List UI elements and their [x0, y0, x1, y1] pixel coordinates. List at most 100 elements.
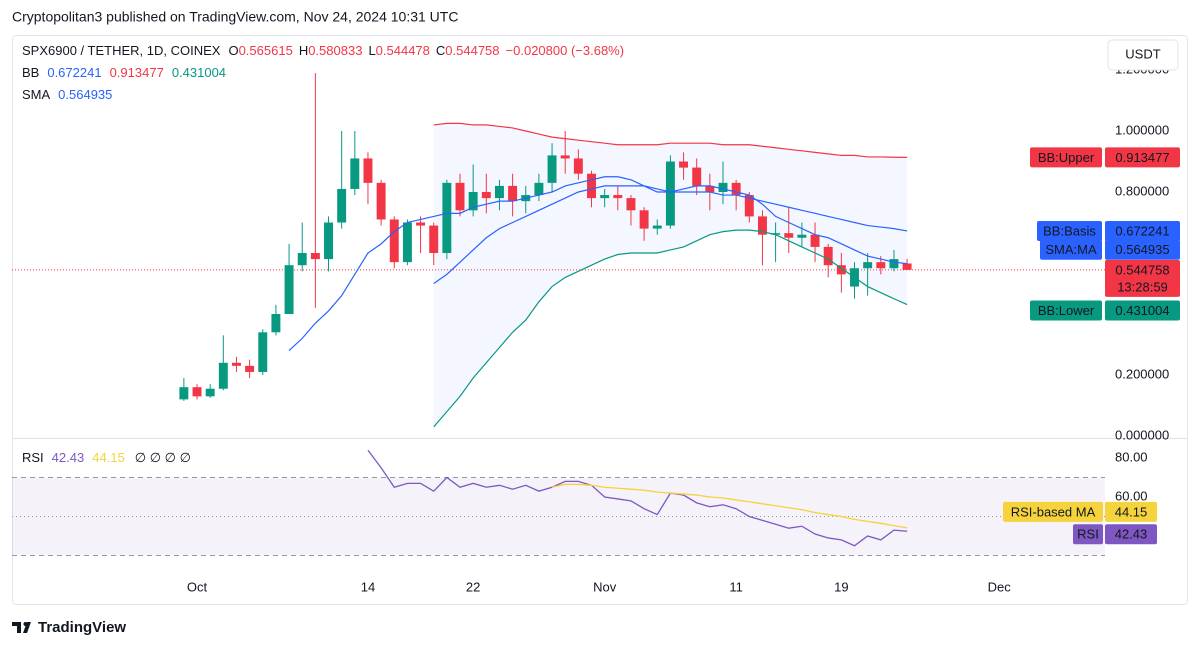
x-tick-label: 14: [361, 579, 375, 594]
y-tick-label: 1.000000: [1115, 122, 1169, 137]
candle-body: [731, 182, 741, 196]
legend-name: SMA: [22, 87, 51, 102]
candle-body: [889, 259, 899, 269]
candle-body: [297, 252, 307, 266]
legend-name: RSI: [22, 450, 44, 465]
rsi-line: [551, 483, 908, 529]
ohlc-label: H: [299, 43, 308, 58]
candle-body: [508, 185, 518, 202]
candle-body: [836, 265, 846, 275]
rsi-band-fill: [12, 477, 1105, 556]
candle-body: [823, 246, 833, 266]
candle-body: [258, 332, 268, 372]
candle-body: [600, 195, 610, 199]
ohlc-value: 0.544758: [445, 43, 499, 58]
legend-value: 44.15: [92, 450, 125, 465]
candle-body: [231, 362, 241, 366]
currency-button[interactable]: [1107, 39, 1179, 71]
legend-extra: ∅ ∅ ∅ ∅: [135, 450, 191, 465]
x-tick-label: 19: [834, 579, 848, 594]
series-badge-value: 0.564935: [1115, 242, 1169, 257]
candle-body: [442, 182, 452, 253]
brand: TradingView: [38, 619, 126, 636]
rsi-line: [367, 449, 908, 547]
rsi-tick-label: 60.00: [1115, 488, 1148, 503]
brand-logo: [12, 622, 31, 633]
change-value: −0.020800 (−3.68%): [506, 43, 625, 58]
candle-body: [744, 195, 754, 217]
ohlc-value: 0.565615: [239, 43, 293, 58]
candle-body: [455, 182, 465, 211]
currency-label[interactable]: USDT: [1125, 46, 1160, 61]
candle-body: [613, 195, 623, 199]
ohlc-value: 0.580833: [308, 43, 362, 58]
y-tick-label: 0.000000: [1115, 427, 1169, 442]
candle-body: [402, 222, 412, 263]
price-badge-box: [1105, 259, 1180, 297]
candle-body: [376, 182, 386, 220]
candle-body: [363, 158, 373, 183]
candle-body: [626, 198, 636, 211]
candle-body: [179, 387, 189, 400]
x-tick-label: Dec: [988, 579, 1012, 594]
chart-frame: [12, 35, 1188, 605]
series-badge-label: BB:Lower: [1038, 303, 1095, 318]
candle-body: [389, 219, 399, 263]
candle-body: [468, 192, 478, 211]
rsi-tick-label: 80.00: [1115, 449, 1148, 464]
x-tick-label: 11: [729, 579, 743, 594]
bb-fill: [433, 123, 908, 427]
ohlc-label: L: [368, 43, 375, 58]
y-tick-label: 0.200000: [1115, 366, 1169, 381]
candle-body: [863, 262, 873, 269]
sma-line: [288, 176, 908, 352]
legend-name: BB: [22, 65, 39, 80]
legend-row: SMA 0.564935: [22, 87, 112, 102]
candle-body: [192, 387, 202, 397]
legend-row: RSI 42.43 44.15 ∅ ∅ ∅ ∅: [22, 450, 191, 465]
legend-value: 0.913477: [110, 65, 164, 80]
candle-body: [547, 155, 557, 183]
x-tick-label: Nov: [593, 579, 617, 594]
candle-body: [573, 158, 583, 174]
legend-value: 42.43: [52, 450, 85, 465]
legend-value: 0.431004: [172, 65, 226, 80]
series-badge-value-box: [1105, 147, 1180, 168]
candle-body: [481, 192, 491, 199]
candle-body: [757, 216, 767, 235]
price-pane: [12, 73, 1105, 428]
candle-body: [692, 167, 702, 186]
legend-title-row: SPX6900 / TETHER, 1D, COINEX O0.565615 H0.…: [22, 43, 624, 58]
rsi-badge-label: RSI-based MA: [1011, 504, 1096, 519]
series-badge-value: 0.672241: [1115, 223, 1169, 238]
candle-body: [284, 265, 294, 314]
candle-body: [310, 252, 320, 260]
series-badge-value-box: [1105, 300, 1180, 321]
series-badge-value-box: [1105, 239, 1180, 260]
candle-body: [271, 313, 281, 333]
bb-line: [433, 122, 908, 158]
series-badge-label-box: [1037, 220, 1102, 241]
series-badge-label-box: [1030, 300, 1102, 321]
candle-body: [324, 222, 333, 260]
x-tick-label: 22: [466, 579, 480, 594]
rsi-badge-value: 44.15: [1115, 504, 1148, 519]
candle-body: [560, 155, 570, 159]
candle-body: [416, 222, 426, 226]
rsi-pane: [12, 449, 1105, 556]
candle-body: [494, 185, 504, 199]
rsi-badge-label: RSI: [1077, 527, 1099, 542]
candle-body: [876, 262, 886, 269]
candle-body: [902, 263, 912, 270]
series-badge-label-box: [1030, 147, 1102, 168]
rsi-badge-label-box: [1073, 524, 1103, 545]
candle-body: [587, 173, 596, 199]
rsi-badge-label-box: [1003, 501, 1103, 522]
published-note: Cryptopolitan3 published on TradingView.…: [12, 9, 458, 25]
candle-body: [797, 234, 807, 238]
candle-body: [205, 388, 215, 397]
candle-body: [810, 234, 820, 247]
series-badge-label: BB:Basis: [1043, 223, 1096, 238]
